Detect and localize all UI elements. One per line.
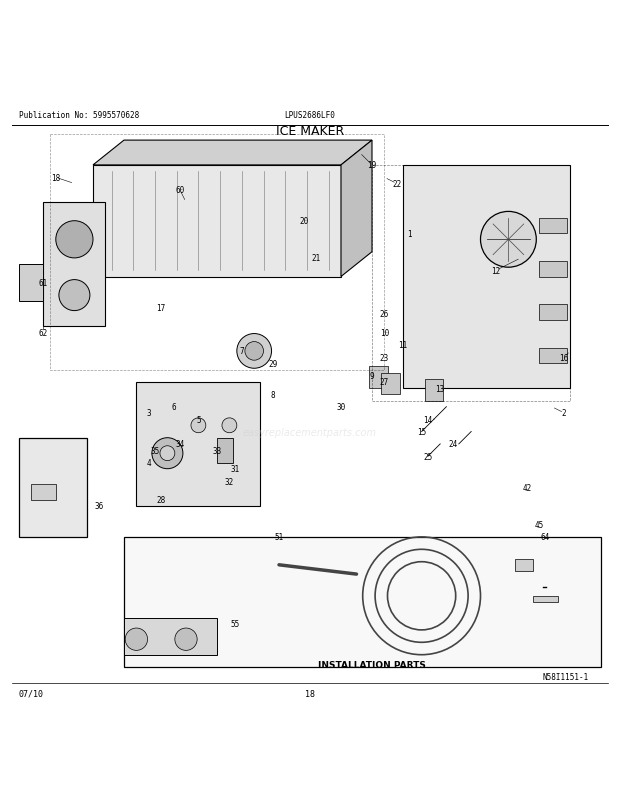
Text: 14: 14 (423, 415, 432, 424)
Polygon shape (403, 166, 570, 389)
Text: 6: 6 (171, 403, 176, 411)
Text: 21: 21 (312, 254, 321, 263)
Text: 12: 12 (492, 266, 500, 275)
Text: 31: 31 (231, 464, 240, 474)
Text: LPUS2686LF0: LPUS2686LF0 (285, 111, 335, 119)
Bar (31, 484, 56, 500)
Text: 51: 51 (275, 533, 283, 541)
Polygon shape (19, 265, 43, 302)
Bar (369, 367, 388, 389)
Bar (217, 438, 232, 463)
Bar (515, 559, 533, 571)
Bar (124, 618, 217, 655)
Text: 27: 27 (380, 378, 389, 387)
Text: 10: 10 (380, 328, 389, 338)
Text: ICE MAKER: ICE MAKER (276, 125, 344, 138)
Text: 1: 1 (407, 229, 412, 238)
Text: 7: 7 (239, 347, 244, 356)
Text: 32: 32 (225, 477, 234, 486)
Bar (381, 373, 400, 395)
Text: 11: 11 (399, 341, 407, 350)
Text: 8: 8 (270, 391, 275, 399)
Text: 15: 15 (417, 427, 426, 436)
Text: 26: 26 (380, 310, 389, 319)
Text: 55: 55 (231, 619, 240, 629)
Text: 20: 20 (299, 217, 308, 226)
Circle shape (59, 280, 90, 311)
Text: 07/10: 07/10 (19, 689, 43, 698)
Bar (425, 379, 443, 401)
Circle shape (125, 628, 148, 650)
Text: 25: 25 (423, 452, 432, 461)
Circle shape (191, 419, 206, 433)
Circle shape (56, 221, 93, 258)
Text: 22: 22 (392, 180, 401, 188)
Polygon shape (124, 537, 601, 667)
Text: 33: 33 (213, 446, 221, 455)
Polygon shape (93, 166, 341, 277)
Bar (539, 261, 567, 277)
Text: 28: 28 (157, 496, 166, 504)
Polygon shape (93, 141, 372, 166)
Polygon shape (19, 438, 87, 537)
Text: N58I1151-1: N58I1151-1 (542, 672, 589, 681)
Bar (539, 348, 567, 364)
Text: 30: 30 (337, 403, 345, 411)
Text: 13: 13 (436, 384, 445, 393)
Text: 36: 36 (95, 502, 104, 511)
Circle shape (152, 438, 183, 469)
Text: 34: 34 (175, 439, 184, 449)
Text: INSTALLATION PARTS: INSTALLATION PARTS (318, 660, 426, 669)
Text: 61: 61 (39, 279, 48, 288)
Bar (539, 305, 567, 321)
Circle shape (175, 628, 197, 650)
Text: 60: 60 (175, 186, 184, 195)
Text: 16: 16 (560, 353, 569, 363)
Text: 24: 24 (448, 439, 457, 449)
Text: 35: 35 (151, 446, 159, 455)
Polygon shape (533, 596, 558, 602)
Text: 23: 23 (380, 353, 389, 363)
Text: Publication No: 5995570628: Publication No: 5995570628 (19, 111, 139, 119)
Text: 2: 2 (562, 409, 567, 418)
Circle shape (222, 419, 237, 433)
Text: 9: 9 (370, 372, 374, 381)
Text: 18: 18 (51, 173, 60, 183)
Polygon shape (341, 141, 372, 277)
Text: 45: 45 (535, 520, 544, 529)
Polygon shape (43, 203, 105, 326)
Circle shape (160, 446, 175, 461)
Text: 5: 5 (196, 415, 201, 424)
Text: 29: 29 (268, 359, 277, 368)
Text: 18: 18 (305, 689, 315, 698)
Polygon shape (136, 383, 260, 506)
Circle shape (245, 342, 264, 361)
Text: easyreplacementparts.com: easyreplacementparts.com (243, 427, 377, 437)
Text: 19: 19 (368, 161, 376, 170)
Text: 17: 17 (157, 304, 166, 313)
Bar (539, 218, 567, 234)
Text: 42: 42 (523, 483, 531, 492)
Text: 64: 64 (541, 533, 550, 541)
Circle shape (480, 213, 536, 268)
Text: 62: 62 (39, 328, 48, 338)
Text: 4: 4 (146, 459, 151, 468)
Text: 3: 3 (146, 409, 151, 418)
Circle shape (237, 334, 272, 369)
